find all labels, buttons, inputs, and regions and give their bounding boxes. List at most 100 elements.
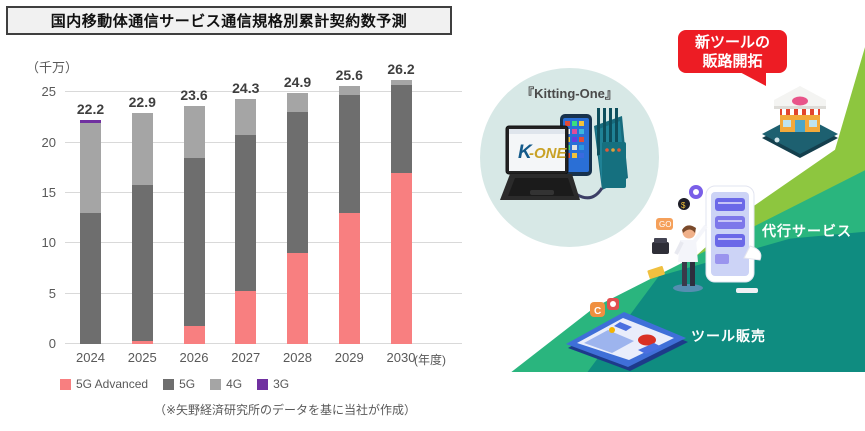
bar-segment-5g <box>183 157 205 326</box>
legend-item-5g: 5G <box>163 377 195 391</box>
logo-one: -ONE <box>529 145 567 162</box>
x-tick-label: 2030 <box>386 350 416 365</box>
stacked-bar-2026 <box>183 106 205 344</box>
person-icon <box>673 224 708 292</box>
bar-segment-4g <box>80 123 101 214</box>
bar-segment-5g-advanced <box>235 290 257 344</box>
callout-bubble: 新ツールの 販路開拓 <box>678 30 787 73</box>
bar-segment-5g <box>80 213 101 344</box>
label-tool-sales: ツール販売 <box>691 328 766 344</box>
gridline <box>65 242 462 244</box>
stacked-bar-2029 <box>338 86 360 344</box>
gridline <box>65 91 462 93</box>
sales-channel-illustration: 『Kitting-One』 <box>480 0 865 431</box>
legend-label: 5G Advanced <box>76 377 149 391</box>
bar-segment-5g <box>390 85 412 173</box>
cable <box>575 187 604 200</box>
bar-total-label: 26.2 <box>387 61 415 78</box>
phone-stand <box>736 288 758 293</box>
bar-segment-5g-advanced <box>390 172 412 344</box>
store-icon <box>774 86 826 132</box>
x-axis-suffix: (年度) <box>414 353 446 367</box>
callout-line1: 新ツールの <box>694 33 770 51</box>
x-tick-label: 2029 <box>334 350 364 365</box>
bar-segment-5g-advanced <box>183 325 205 344</box>
bar-total-label: 24.9 <box>283 74 312 91</box>
gridline <box>65 141 462 143</box>
forecast-chart: 国内移動体通信サービス通信規格別累計契約数予測 （千万） 22.2 2024 22.… <box>6 6 462 417</box>
legend-label: 5G <box>179 377 196 391</box>
stacked-bar-2025 <box>131 113 153 344</box>
stacked-bar-2027 <box>235 99 257 344</box>
legend-swatch <box>257 378 269 390</box>
big-phone-icon <box>705 185 755 283</box>
y-tick-label: 25 <box>41 84 56 100</box>
stacked-bar-2024 <box>80 120 101 344</box>
x-tick-label: 2024 <box>76 350 105 365</box>
bar-segment-5g-advanced <box>287 253 308 344</box>
bar-segment-3g <box>80 120 101 124</box>
stacked-bar-2028 <box>287 93 308 344</box>
bar-segment-4g <box>131 113 153 185</box>
svg-text:C: C <box>594 306 601 317</box>
y-tick-label: 20 <box>41 134 56 150</box>
legend-swatch <box>60 378 71 390</box>
svg-text:GO: GO <box>659 220 671 229</box>
svg-text:$: $ <box>681 201 686 210</box>
legend-label: 3G <box>273 377 290 391</box>
bar-total-label: 22.9 <box>128 94 156 111</box>
stacked-bar-2030 <box>390 80 412 344</box>
bar-segment-4g <box>287 93 308 113</box>
y-tick-label: 0 <box>48 336 56 351</box>
legend-item-3g: 3G <box>257 377 289 391</box>
tool-sales-phone-icon: C <box>566 298 688 371</box>
gridline <box>65 191 462 193</box>
bar-total-label: 23.6 <box>180 87 208 104</box>
bar-segment-5g <box>131 184 153 341</box>
y-tick-label: 5 <box>48 285 56 301</box>
chart-title-text: 国内移動体通信サービス通信規格別累計契約数予測 <box>50 13 408 30</box>
kitting-one-device-set: K -ONE <box>500 108 628 200</box>
legend-swatch <box>210 378 222 390</box>
bar-segment-5g-advanced <box>338 213 360 344</box>
legend-swatch <box>163 378 175 390</box>
legend-item-4g: 4G <box>210 377 242 391</box>
callout-line2: 販路開拓 <box>702 52 763 70</box>
bar-segment-4g <box>183 106 205 158</box>
legend-label: 4G <box>226 377 243 391</box>
x-tick-label: 2026 <box>179 350 209 365</box>
product-circle: 『Kitting-One』 <box>480 68 659 247</box>
plot-area: 22.2 2024 22.9 2025 23.6 2026 24.3 2027 24.9 2028… <box>65 61 462 367</box>
chart-legend: 5G Advanced 5G 4G 3G <box>60 377 289 391</box>
bar-segment-5g <box>235 134 257 291</box>
gridline <box>65 343 462 344</box>
bar-segment-5g <box>338 95 360 214</box>
bar-segment-5g-advanced <box>131 340 153 344</box>
bar-total-label: 22.2 <box>76 101 105 118</box>
source-note: （※矢野経済研究所のデータを基に当社が作成） <box>153 403 417 417</box>
gridline <box>65 292 462 294</box>
legend-item-5g-advanced: 5G Advanced <box>60 377 148 391</box>
agency-service-illustration: $ GO <box>647 185 762 293</box>
device-rack-icon <box>575 108 628 200</box>
bar-total-label: 25.6 <box>335 67 363 84</box>
y-axis-unit-label: （千万） <box>26 60 79 75</box>
bar-segment-4g <box>235 99 257 135</box>
x-tick-label: 2025 <box>127 350 157 365</box>
logo-k: K <box>518 142 533 163</box>
x-tick-label: 2027 <box>231 350 261 365</box>
x-tick-label: 2028 <box>283 350 312 365</box>
store-on-tablet-icon <box>762 86 838 158</box>
floating-app-icons: C <box>590 298 619 317</box>
bar-segment-5g <box>287 112 308 254</box>
product-caption: 『Kitting-One』 <box>521 86 618 101</box>
floating-icons: $ GO <box>647 185 703 279</box>
y-tick-label: 15 <box>41 184 56 200</box>
bar-segment-4g <box>338 86 360 96</box>
laptop-icon: K -ONE <box>500 125 580 200</box>
bar-total-label: 24.3 <box>232 80 260 97</box>
bar-segment-4g <box>390 80 412 86</box>
chart-title: 国内移動体通信サービス通信規格別累計契約数予測 <box>6 6 452 35</box>
y-tick-label: 10 <box>41 235 56 251</box>
pointing-hand-icon <box>743 245 762 261</box>
